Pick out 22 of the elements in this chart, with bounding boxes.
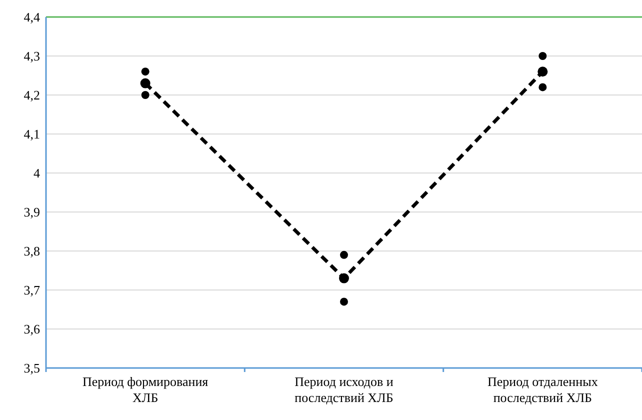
- point: [538, 83, 547, 92]
- y-tick-label: 3,5: [24, 360, 40, 376]
- point: [340, 298, 348, 306]
- y-tick-label: 3,6: [24, 322, 40, 337]
- point: [538, 52, 547, 60]
- y-tick-label: 4,1: [24, 126, 40, 142]
- y-tick-label: 3,9: [24, 204, 40, 220]
- point: [339, 273, 349, 284]
- y-tick-label: 4,4: [24, 10, 40, 25]
- point: [141, 91, 150, 99]
- y-tick-label: 4,3: [24, 48, 40, 64]
- point: [340, 250, 348, 259]
- y-tick-label: 4,2: [24, 88, 40, 103]
- x-tick-label: Период отдаленных последствий ХЛБ: [487, 374, 598, 405]
- point: [538, 66, 548, 77]
- x-tick-label: Период исходов и последствий ХЛБ: [294, 374, 394, 405]
- x-tick-label: Период формирования ХЛБ: [82, 374, 208, 405]
- point: [140, 78, 150, 88]
- y-tick-label: 3,7: [24, 282, 40, 298]
- y-tick-label: 3,8: [24, 244, 40, 259]
- point: [141, 68, 150, 76]
- y-tick-label: 4: [34, 166, 40, 181]
